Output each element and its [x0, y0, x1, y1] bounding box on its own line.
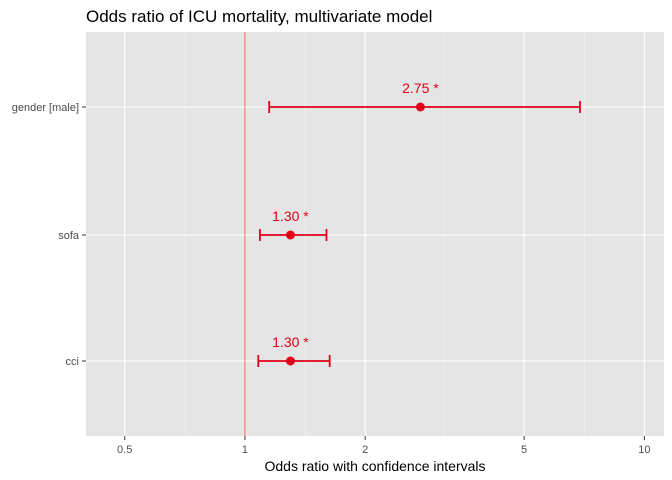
estimate-label-1: 1.30 *: [272, 208, 309, 224]
x-axis-title: Odds ratio with confidence intervals: [265, 458, 486, 474]
estimate-label-0: 2.75 *: [402, 80, 439, 96]
estimate-point-1: [285, 230, 295, 240]
x-tick-label-4: 10: [638, 444, 650, 456]
estimate-point-0: [415, 102, 425, 112]
x-tick-label-1: 1: [242, 444, 248, 456]
y-tick-label-2: cci: [66, 356, 79, 368]
estimate-point-2: [285, 356, 295, 366]
y-tick-label-1: sofa: [58, 230, 80, 242]
x-tick-label-0: 0.5: [117, 444, 132, 456]
y-tick-label-0: gender [male]: [12, 102, 79, 114]
axes: 0.5 1 2 5 10 gender [male] sofa cci: [12, 102, 651, 456]
data-marks: 2.75 * 1.30 * 1.30 *: [257, 80, 581, 367]
plot-panel: [86, 32, 664, 436]
estimate-label-2: 1.30 *: [272, 334, 309, 350]
chart-title: Odds ratio of ICU mortality, multivariat…: [86, 7, 432, 26]
x-tick-label-3: 5: [521, 444, 527, 456]
x-tick-label-2: 2: [362, 444, 368, 456]
